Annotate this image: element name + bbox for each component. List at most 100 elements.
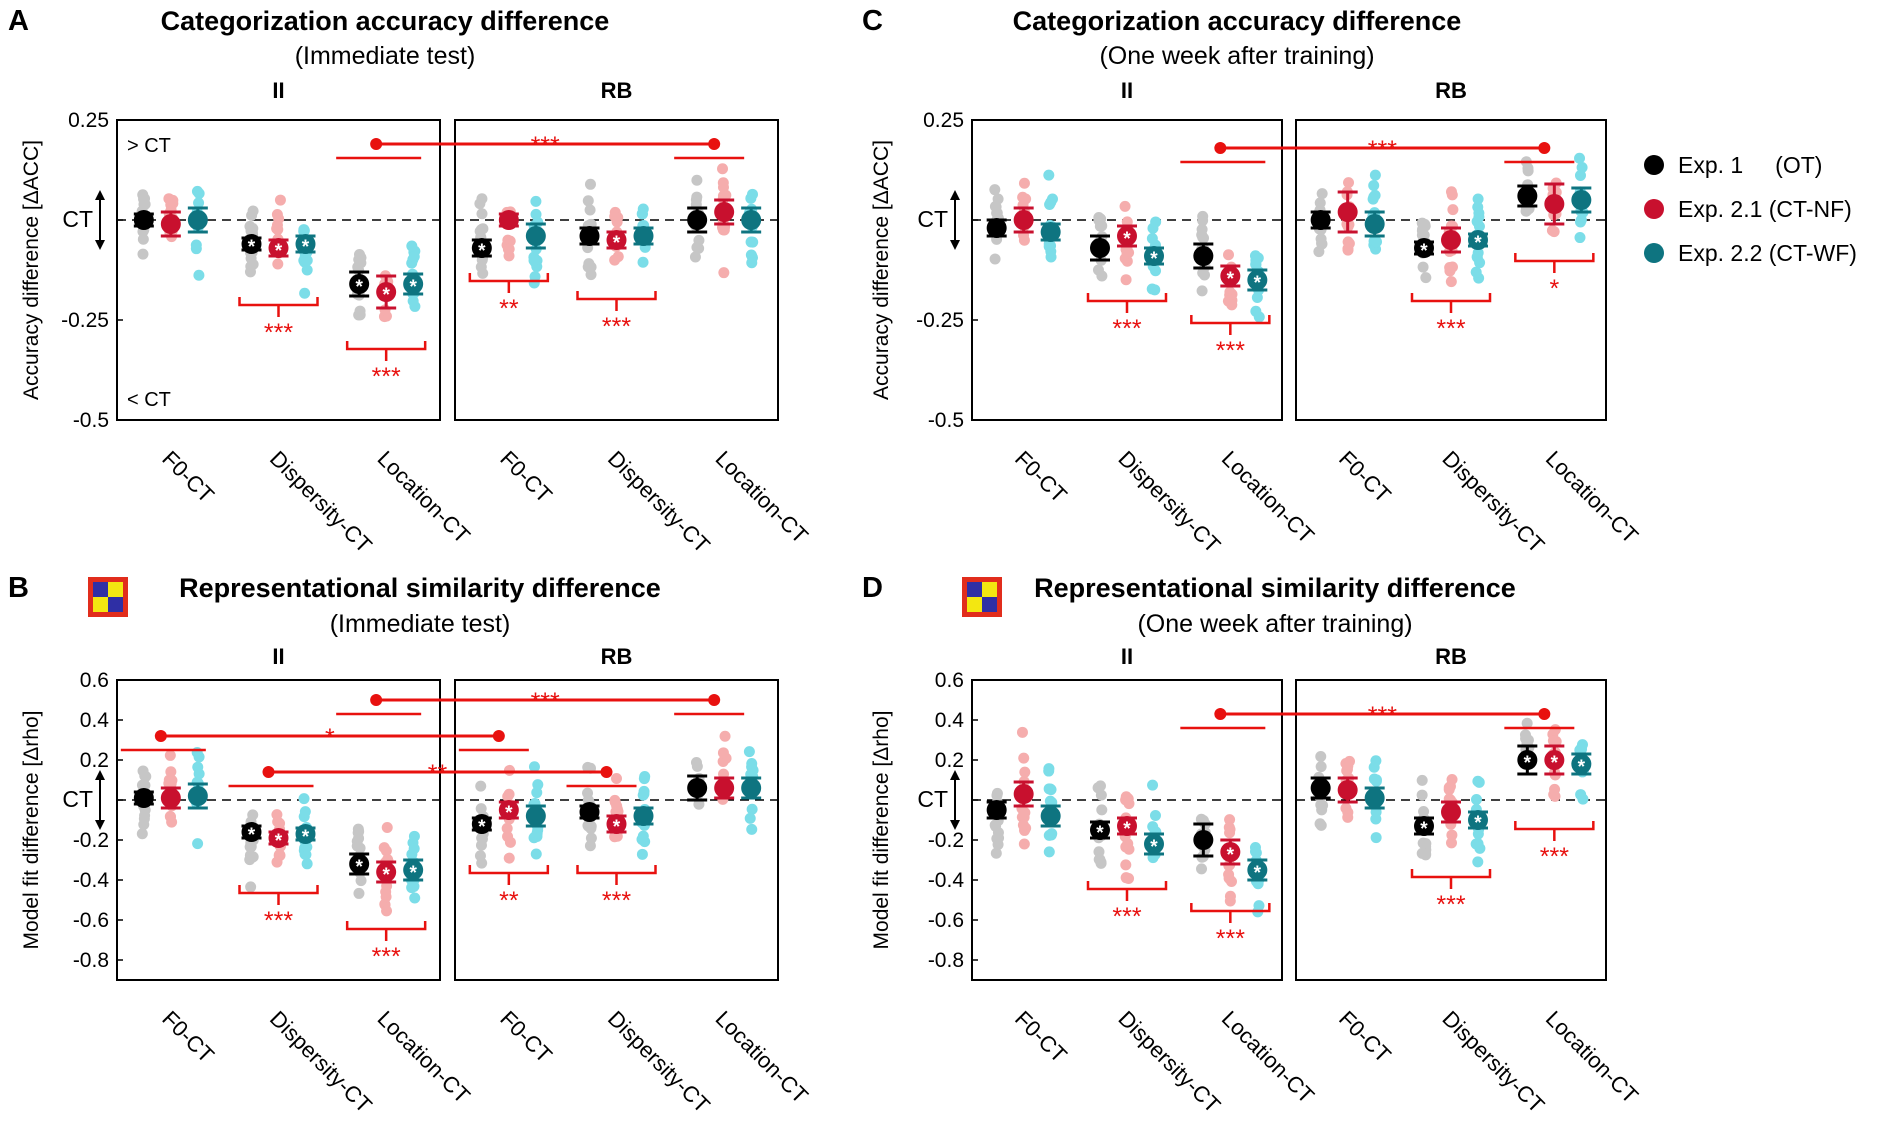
panel-subtitle: (Immediate test) (295, 42, 476, 70)
individual-point (1447, 204, 1459, 216)
individual-point (717, 177, 729, 189)
mean-point (268, 238, 289, 258)
individual-point (529, 271, 541, 283)
panel-title: Representational similarity difference (179, 573, 661, 603)
individual-point (746, 803, 758, 815)
individual-point (408, 251, 420, 263)
individual-point (1150, 265, 1162, 277)
panel-subtitle: (One week after training) (1137, 610, 1412, 638)
y-tick-label: -0.4 (73, 869, 110, 892)
individual-point (1473, 207, 1485, 219)
mean-point (1117, 226, 1137, 246)
within-significance-label: ** (499, 295, 519, 323)
individual-point (353, 825, 365, 837)
y-tick-label: -0.2 (73, 829, 109, 852)
individual-point (691, 174, 703, 186)
within-significance-label: *** (372, 363, 401, 391)
mean-point (1090, 820, 1110, 840)
individual-point (1123, 798, 1135, 810)
panel-title: Categorization accuracy difference (1013, 6, 1462, 36)
individual-point (192, 838, 204, 850)
significance-star-marker: * (382, 865, 390, 886)
individual-point (989, 253, 1001, 265)
individual-point (1574, 152, 1586, 164)
individual-point (1547, 735, 1559, 747)
y-tick-label: -0.2 (928, 829, 964, 852)
mean-point (1441, 802, 1461, 822)
legend-label-exp1: Exp. 1 (OT) (1678, 152, 1822, 178)
significance-star-marker: * (302, 827, 310, 848)
group-label-rb: RB (1435, 78, 1467, 103)
mean-point (579, 802, 600, 822)
y-tick-label: 0.4 (935, 709, 965, 732)
panel-a: Categorization accuracy difference (Immed… (20, 6, 813, 558)
individual-point (1521, 717, 1533, 729)
mean-point (1468, 230, 1488, 250)
individual-point (355, 875, 367, 887)
significance-star-marker: * (1474, 233, 1482, 254)
ct-arrow-down-icon (95, 820, 105, 830)
mean-point (498, 210, 519, 230)
individual-point (299, 287, 311, 299)
mean-point (1517, 750, 1538, 770)
y-axis-label: Accuracy difference [ΔACC] (870, 140, 893, 400)
individual-point (528, 255, 540, 267)
individual-point (609, 254, 621, 266)
individual-point (1120, 859, 1132, 871)
individual-point (1045, 196, 1057, 208)
mean-point (1310, 778, 1331, 798)
significance-star-marker: * (1150, 249, 1158, 270)
individual-point (1340, 802, 1352, 814)
mean-point (1040, 806, 1061, 826)
individual-point (719, 730, 731, 742)
group-label-ii: II (272, 78, 284, 103)
x-tick-label: Dispersity-CT (1437, 446, 1549, 558)
individual-point (244, 854, 256, 866)
individual-point (299, 806, 311, 818)
individual-point (137, 189, 149, 201)
x-tick-label: Dispersity-CT (265, 446, 377, 558)
individual-point (247, 809, 259, 821)
within-significance-label: *** (1216, 337, 1245, 365)
within-significance-bracket (1514, 821, 1595, 841)
individual-point (1018, 177, 1030, 189)
mean-point (1247, 270, 1268, 290)
mean-point (1544, 750, 1565, 770)
mean-point (241, 234, 262, 254)
individual-point (636, 833, 648, 845)
rsa-matrix-icon (88, 577, 128, 617)
x-tick-label: Dispersity-CT (1113, 446, 1225, 558)
panel-subtitle: (One week after training) (1099, 42, 1374, 70)
significance-star-marker: * (478, 817, 486, 838)
ct-arrow-down-icon (950, 240, 960, 250)
mean-point (1414, 816, 1434, 836)
x-tick-label: F0-CT (495, 446, 557, 508)
individual-point (1119, 200, 1131, 212)
legend-marker-exp21 (1644, 199, 1664, 219)
individual-point (353, 248, 365, 260)
individual-point (246, 209, 258, 221)
individual-point (1020, 193, 1032, 205)
axes-box-ii (116, 119, 441, 421)
within-significance-bracket (345, 341, 427, 361)
individual-point (638, 788, 650, 800)
significance-star-marker: * (1420, 819, 1428, 840)
individual-point (1043, 169, 1055, 181)
mean-point (1220, 842, 1241, 862)
individual-point (503, 764, 515, 776)
individual-point (1470, 793, 1482, 805)
individual-point (301, 254, 313, 266)
individual-point (1446, 829, 1458, 841)
individual-point (609, 210, 621, 222)
individual-point (1250, 305, 1262, 317)
individual-point (991, 787, 1003, 799)
individual-point (1223, 249, 1235, 261)
individual-point (406, 240, 418, 252)
individual-point (1315, 799, 1327, 811)
y-tick-label: -0.8 (73, 949, 109, 972)
y-tick-label: 0.25 (68, 109, 109, 132)
mean-point (376, 282, 397, 302)
individual-point (301, 841, 313, 853)
mean-point (1247, 860, 1268, 880)
mean-point (403, 274, 424, 294)
